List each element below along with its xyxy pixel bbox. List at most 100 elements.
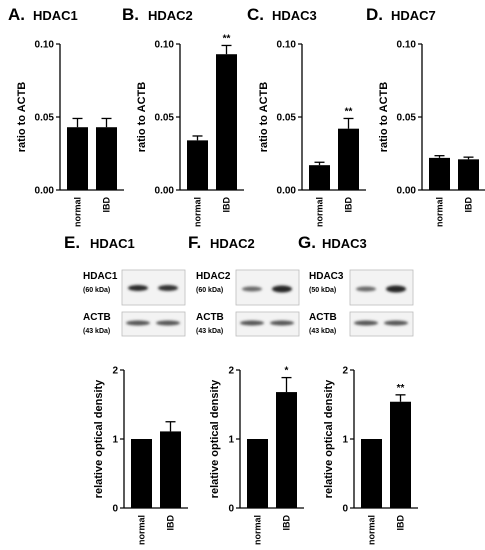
x-tick-label: IBD (166, 515, 176, 531)
blot-E-top-band-normal (128, 285, 148, 291)
y-tick-label: 0 (228, 504, 234, 515)
chart-hdac3-ratio: 0.00 0.05 0.10 ratio to ACTB normal ** IBD (258, 40, 366, 227)
blot-F-bottom-size: (43 kDa) (196, 328, 223, 335)
bar (187, 140, 208, 190)
y-tick-label: 1 (228, 435, 234, 446)
chart-hdac1-density: 0 1 2 relative optical density normal IBD (93, 366, 188, 545)
blot-E-bottom-size: (43 kDa) (83, 328, 110, 335)
blot-F-top-band-normal (242, 286, 262, 292)
y-tick-label: 0.10 (35, 40, 55, 51)
blot-F-top-size: (60 kDa) (196, 287, 223, 294)
x-tick-label: normal (193, 197, 203, 227)
y-axis-label: ratio to ACTB (258, 82, 270, 153)
panel-C-letter: C. (247, 5, 264, 24)
x-tick-label: IBD (464, 197, 474, 213)
chart-hdac2-ratio: 0.00 0.05 0.10 ratio to ACTB normal ** IBD (136, 33, 244, 227)
panel-E-letter: E. (64, 233, 80, 252)
chart-hdac2-density: 0 1 2 relative optical density normal * IBD (209, 366, 304, 545)
blot-E-top-protein: HDAC1 (83, 271, 118, 282)
blot-G-bottom-size: (43 kDa) (309, 328, 336, 335)
bar (361, 439, 382, 508)
blot-panel-E: HDAC1 (60 kDa) ACTB (43 kDa) (83, 269, 186, 337)
bar (338, 128, 359, 190)
chart-hdac1-ratio: 0.00 0.05 0.10 ratio to ACTB normal IBD (16, 40, 124, 227)
blot-F-bottom-band-normal (240, 320, 264, 326)
panel-E-title: HDAC1 (90, 236, 135, 251)
chart-hdac3-density: 0 1 2 relative optical density normal ** IBD (323, 366, 418, 545)
significance-marker: ** (345, 106, 353, 117)
bar (458, 159, 479, 190)
y-tick-label: 0.10 (155, 40, 175, 51)
blot-E-top-size: (60 kDa) (83, 287, 110, 294)
y-tick-label: 2 (112, 366, 118, 377)
bar (429, 157, 450, 190)
panel-G-letter: G. (298, 233, 316, 252)
blot-G-top-band-ibd (386, 285, 406, 293)
x-tick-label: normal (253, 515, 263, 545)
x-tick-label: normal (435, 197, 445, 227)
y-tick-label: 0.05 (35, 113, 55, 124)
bar (131, 439, 152, 508)
y-tick-label: 1 (112, 435, 118, 446)
blot-G-bottom-band-ibd (384, 320, 408, 326)
bar (247, 439, 268, 508)
blot-F-bottom-protein: ACTB (196, 312, 224, 323)
panel-C-title: HDAC3 (272, 8, 317, 23)
y-axis-label: relative optical density (323, 379, 335, 498)
x-tick-label: IBD (222, 197, 232, 213)
y-tick-label: 0.00 (35, 186, 55, 197)
x-tick-label: IBD (396, 515, 406, 531)
y-axis-label: relative optical density (209, 379, 221, 498)
y-tick-label: 2 (228, 366, 234, 377)
blot-E-bottom-band-normal (126, 320, 150, 326)
significance-marker: ** (223, 33, 231, 44)
blot-F-top-band-ibd (272, 285, 292, 293)
blot-G-bottom-band-normal (354, 320, 378, 326)
blot-G-bottom-protein: ACTB (309, 312, 337, 323)
y-tick-label: 0.05 (397, 113, 417, 124)
y-axis-label: ratio to ACTB (378, 82, 390, 153)
significance-marker: * (285, 366, 289, 377)
x-tick-label: IBD (102, 197, 112, 213)
panel-B-title: HDAC2 (148, 8, 193, 23)
blot-E-top-band-ibd (158, 285, 178, 291)
panel-A-title: HDAC1 (33, 8, 78, 23)
x-tick-label: IBD (282, 515, 292, 531)
x-tick-label: normal (315, 197, 325, 227)
bar (276, 392, 297, 508)
blot-F-bottom-band-ibd (270, 320, 294, 326)
y-tick-label: 0.00 (277, 186, 297, 197)
bar (216, 54, 237, 190)
y-tick-label: 0 (342, 504, 348, 515)
x-tick-label: IBD (344, 197, 354, 213)
bar (160, 431, 181, 508)
chart-hdac7-ratio: 0.00 0.05 0.10 ratio to ACTB normal IBD (378, 40, 485, 227)
y-tick-label: 0.10 (397, 40, 417, 51)
bar (96, 127, 117, 190)
blot-panel-F: HDAC2 (60 kDa) ACTB (43 kDa) (196, 269, 300, 337)
y-tick-label: 0.05 (277, 113, 297, 124)
blot-E-bottom-protein: ACTB (83, 312, 111, 323)
bar (309, 165, 330, 190)
blot-E-bottom-band-ibd (156, 320, 180, 326)
blot-G-top-band-normal (356, 286, 376, 292)
panel-B-letter: B. (122, 5, 139, 24)
bar (67, 127, 88, 190)
y-tick-label: 1 (342, 435, 348, 446)
panel-F-letter: F. (188, 233, 201, 252)
y-axis-label: relative optical density (93, 379, 105, 498)
y-tick-label: 2 (342, 366, 348, 377)
x-tick-label: normal (367, 515, 377, 545)
y-axis-label: ratio to ACTB (136, 82, 148, 153)
y-tick-label: 0.10 (277, 40, 297, 51)
x-tick-label: normal (73, 197, 83, 227)
y-axis-label: ratio to ACTB (16, 82, 28, 153)
y-tick-label: 0.00 (155, 186, 175, 197)
panel-D-letter: D. (366, 5, 383, 24)
panel-G-title: HDAC3 (322, 236, 367, 251)
y-tick-label: 0 (112, 504, 118, 515)
blot-G-top-size: (50 kDa) (309, 287, 336, 294)
blot-panel-G: HDAC3 (50 kDa) ACTB (43 kDa) (309, 269, 414, 337)
x-tick-label: normal (137, 515, 147, 545)
